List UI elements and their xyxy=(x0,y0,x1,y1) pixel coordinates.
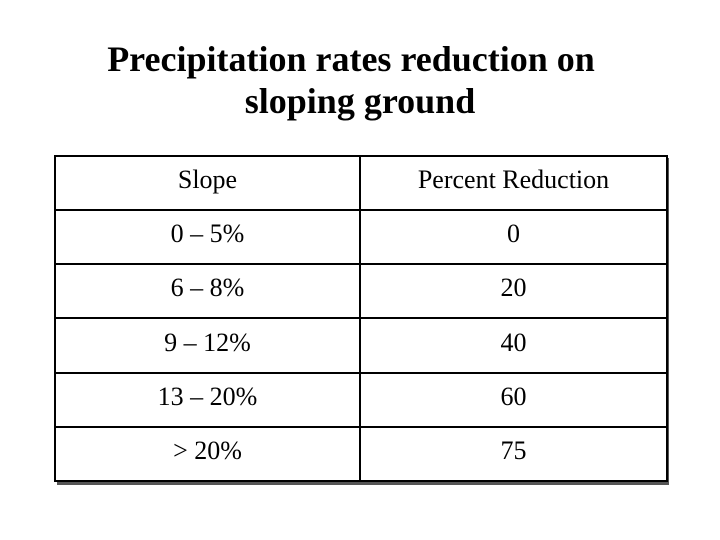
cell-slope: 6 – 8% xyxy=(54,263,361,320)
cell-slope: > 20% xyxy=(54,425,361,483)
table-row: 13 – 20% 60 xyxy=(54,371,668,428)
cell-percent-reduction: 20 xyxy=(359,263,668,320)
cell-slope: 0 – 5% xyxy=(54,209,361,266)
table-row: 0 – 5% 0 xyxy=(54,209,668,266)
cell-percent-reduction: 75 xyxy=(359,425,668,483)
slope-reduction-table: Slope Percent Reduction 0 – 5% 0 6 – 8% … xyxy=(54,154,668,483)
cell-slope: 13 – 20% xyxy=(54,371,361,428)
slide-title-line-2: sloping ground xyxy=(244,81,476,121)
table-row: > 20% 75 xyxy=(54,425,668,483)
slide-title: Precipitation rates reduction on sloping… xyxy=(0,38,720,122)
cell-percent-reduction: 60 xyxy=(359,371,668,428)
cell-percent-reduction: 40 xyxy=(359,317,668,374)
slide-title-line-1: Precipitation rates reduction on xyxy=(107,39,595,79)
header-slope: Slope xyxy=(54,154,361,212)
cell-slope: 9 – 12% xyxy=(54,317,361,374)
header-percent-reduction: Percent Reduction xyxy=(359,154,668,212)
cell-percent-reduction: 0 xyxy=(359,209,668,266)
table-header-row: Slope Percent Reduction xyxy=(54,154,668,212)
table-row: 9 – 12% 40 xyxy=(54,317,668,374)
table-row: 6 – 8% 20 xyxy=(54,263,668,320)
